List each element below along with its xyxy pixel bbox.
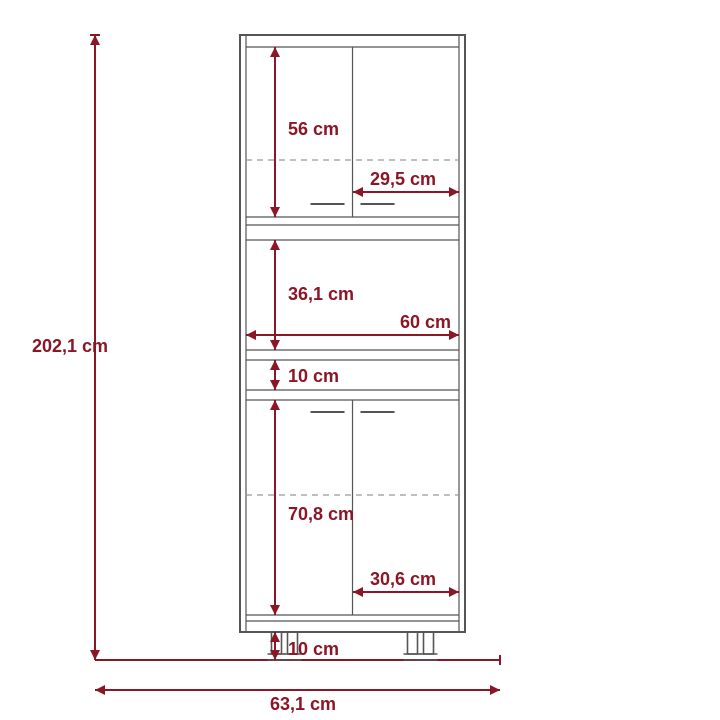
dim-lower_w: 30,6 cm — [370, 569, 436, 589]
dim-total_h: 202,1 cm — [32, 336, 108, 356]
dim-upper_h: 56 cm — [288, 119, 339, 139]
dim-total_w: 63,1 cm — [270, 694, 336, 714]
dim-lower_h: 70,8 cm — [288, 504, 354, 524]
dim-mid_h: 36,1 cm — [288, 284, 354, 304]
dim-upper_w: 29,5 cm — [370, 169, 436, 189]
dim-mid_w: 60 cm — [400, 312, 451, 332]
dim-drawer_h: 10 cm — [288, 366, 339, 386]
dim-foot_h: 10 cm — [288, 639, 339, 659]
cabinet-dimension-diagram: 202,1 cm 63,1 cm 56 cm 29,5 cm 36,1 cm 60 cm 1… — [0, 0, 720, 720]
